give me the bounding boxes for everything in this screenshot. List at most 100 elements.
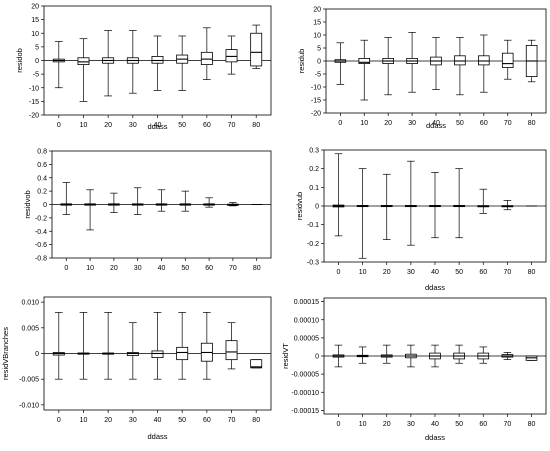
x-category-label: 40 bbox=[158, 265, 166, 272]
y-tick-label: 0.4 bbox=[37, 175, 47, 182]
x-category-label: 60 bbox=[203, 417, 211, 424]
y-tick-label: -0.00010 bbox=[291, 390, 319, 397]
box-body bbox=[225, 49, 238, 63]
x-category-label: 40 bbox=[154, 122, 162, 129]
x-category-label: 40 bbox=[432, 120, 440, 127]
box-50 bbox=[176, 312, 189, 380]
box-10 bbox=[77, 312, 90, 380]
x-category-label: 30 bbox=[407, 421, 415, 428]
box-70 bbox=[225, 35, 238, 75]
x-category-label: 20 bbox=[104, 122, 112, 129]
box-body bbox=[200, 51, 213, 65]
box-60 bbox=[200, 312, 213, 380]
box-80 bbox=[525, 39, 538, 83]
y-tick-label: 0.00015 bbox=[294, 299, 319, 306]
x-category-label: 80 bbox=[528, 269, 536, 276]
y-tick-label: 0 bbox=[43, 202, 47, 209]
x-axis-title: ddass bbox=[425, 283, 445, 292]
y-tick-label: 0.3 bbox=[309, 148, 319, 155]
x-category-label: 10 bbox=[360, 120, 368, 127]
y-tick-label: 15 bbox=[31, 17, 39, 24]
box-10 bbox=[356, 168, 369, 259]
box-40 bbox=[430, 37, 442, 90]
y-tick-label: -15 bbox=[311, 98, 321, 105]
box-80 bbox=[525, 355, 538, 361]
box-body bbox=[250, 32, 263, 67]
y-axis-title: residvub bbox=[295, 192, 304, 220]
x-axis-title: ddass bbox=[147, 432, 167, 441]
x-category-label: 10 bbox=[86, 265, 94, 272]
x-category-label: 50 bbox=[178, 417, 186, 424]
x-category-label: 50 bbox=[181, 265, 189, 272]
chart-panel-residVBranches: 0.010 0.005 0 -0.005 -0.010 residVBranches 0 10… bbox=[1, 296, 272, 441]
box-0 bbox=[334, 42, 347, 85]
y-tick-label: 0 bbox=[315, 204, 319, 211]
y-tick-label: -0.3 bbox=[307, 260, 319, 267]
y-tick-label: 0 bbox=[35, 351, 39, 358]
y-tick-label: 20 bbox=[31, 4, 39, 11]
x-axis-title: ddass bbox=[425, 433, 445, 442]
x-category-label: 30 bbox=[129, 417, 137, 424]
x-category-label: 40 bbox=[154, 417, 162, 424]
box-body bbox=[225, 340, 238, 361]
x-category-label: 80 bbox=[528, 421, 536, 428]
box-20 bbox=[382, 37, 394, 96]
y-tick-label: -0.2 bbox=[307, 241, 319, 248]
box-20 bbox=[102, 30, 115, 97]
y-tick-label: -0.1 bbox=[307, 222, 319, 229]
x-category-label: 0 bbox=[57, 122, 61, 129]
y-tick-label: 0 bbox=[315, 354, 319, 361]
box-20 bbox=[380, 344, 393, 364]
x-category-label: 50 bbox=[455, 269, 463, 276]
box-50 bbox=[453, 344, 465, 364]
x-category-label: 60 bbox=[479, 269, 487, 276]
y-tick-label: -0.2 bbox=[35, 215, 47, 222]
x-category-label: 70 bbox=[228, 122, 236, 129]
y-tick-label: 5 bbox=[35, 44, 39, 51]
chart-panel-residvob: 0.8 0.6 0.4 0.2 0 -0.2 -0.4 -0.6 -0.8 residvob 0 10… bbox=[23, 149, 272, 272]
x-category-label: 30 bbox=[129, 122, 137, 129]
box-70 bbox=[227, 202, 239, 207]
y-tick-label: 0.00010 bbox=[294, 317, 319, 324]
y-tick-label: -0.8 bbox=[35, 256, 47, 263]
box-40 bbox=[151, 312, 164, 380]
x-category-label: 60 bbox=[203, 122, 211, 129]
box-0 bbox=[60, 182, 73, 215]
x-category-label: 70 bbox=[503, 269, 511, 276]
x-category-label: 0 bbox=[57, 417, 61, 424]
x-category-label: 70 bbox=[503, 421, 511, 428]
box-0 bbox=[52, 312, 65, 380]
box-60 bbox=[477, 188, 490, 214]
y-tick-label: 0.005 bbox=[21, 325, 39, 332]
box-body bbox=[454, 55, 466, 66]
x-category-label: 20 bbox=[383, 269, 391, 276]
box-20 bbox=[108, 192, 120, 213]
x-category-label: 0 bbox=[338, 120, 342, 127]
y-tick-label: 0.6 bbox=[37, 162, 47, 169]
box-80 bbox=[250, 24, 263, 70]
x-category-label: 20 bbox=[110, 265, 118, 272]
x-category-label: 10 bbox=[359, 421, 367, 428]
y-tick-label: 0.2 bbox=[37, 189, 47, 196]
y-tick-label: -20 bbox=[311, 111, 321, 118]
x-category-label: 70 bbox=[504, 120, 512, 127]
y-tick-label: 0.2 bbox=[309, 166, 319, 173]
x-category-label: 60 bbox=[480, 120, 488, 127]
box-0 bbox=[332, 153, 345, 237]
box-60 bbox=[203, 197, 215, 208]
y-axis-title: residVT bbox=[281, 343, 290, 369]
y-tick-label: 20 bbox=[313, 7, 321, 14]
box-30 bbox=[126, 30, 139, 94]
x-category-label: 30 bbox=[134, 265, 142, 272]
box-30 bbox=[126, 322, 139, 380]
box-60 bbox=[477, 346, 490, 364]
box-30 bbox=[131, 187, 144, 215]
box-body bbox=[77, 57, 90, 65]
box-70 bbox=[501, 352, 514, 360]
x-category-label: 70 bbox=[228, 417, 236, 424]
y-tick-label: -0.005 bbox=[19, 377, 39, 384]
box-40 bbox=[151, 35, 164, 91]
y-tick-label: -0.010 bbox=[19, 402, 39, 409]
y-tick-label: -15 bbox=[29, 99, 39, 106]
